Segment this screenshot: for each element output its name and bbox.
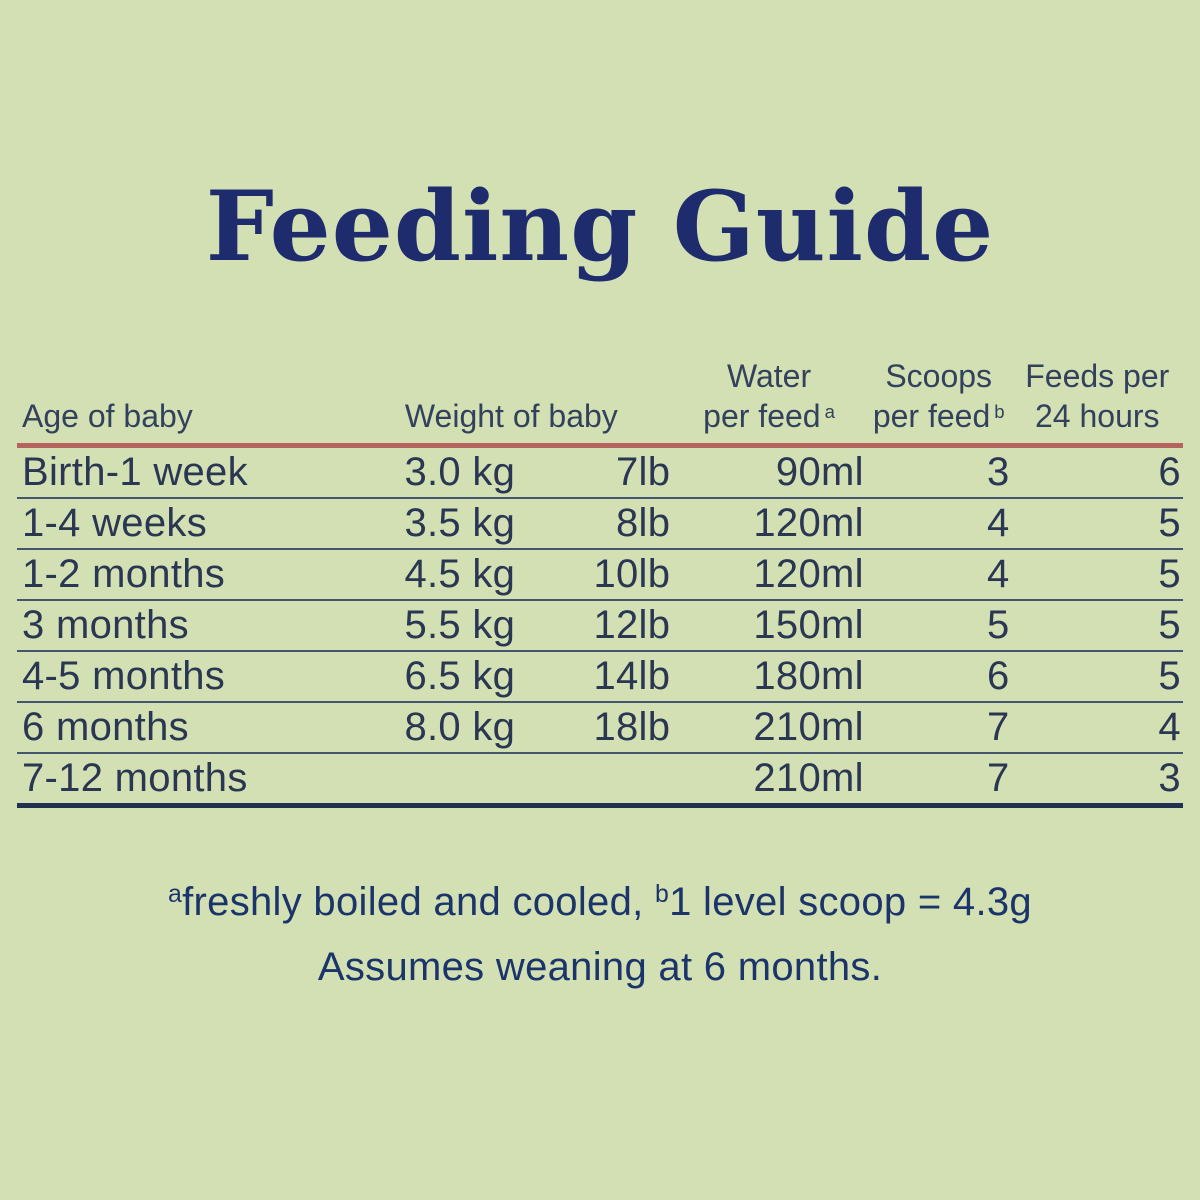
table-row: 3 months 5.5 kg 12lb 150ml 5 5: [17, 601, 1183, 653]
footnote-sup-b: b: [654, 881, 670, 909]
cell-feeds-per-24h: 5: [1158, 603, 1181, 648]
cell-age: 6 months: [22, 705, 189, 750]
cell-weight-lb: 10lb: [593, 552, 671, 597]
cell-water-per-feed: 180ml: [753, 654, 864, 699]
col-header-scoops-per-feed: Scoops per feed b: [866, 356, 1012, 436]
cell-weight-kg: 3.5 kg: [404, 501, 516, 546]
footnote-marker-a: a: [824, 401, 835, 423]
feeding-table: Age of baby Weight of baby Water per feed…: [17, 334, 1183, 809]
cell-scoops-per-feed: 7: [987, 705, 1010, 750]
cell-water-per-feed: 210ml: [753, 705, 864, 750]
cell-age: Birth-1 week: [22, 450, 248, 495]
col-header-water-line2: per feed: [703, 398, 821, 435]
col-header-feeds-line2: 24 hours: [1034, 398, 1160, 435]
cell-scoops-per-feed: 3: [987, 450, 1010, 495]
cell-weight-kg: 4.5 kg: [404, 552, 516, 597]
footnote-line-1: afreshly boiled and cooled, b1 level sco…: [0, 880, 1200, 925]
col-header-water-per-feed: Water per feed a: [672, 356, 866, 436]
cell-age: 4-5 months: [22, 654, 226, 699]
cell-water-per-feed: 120ml: [753, 501, 864, 546]
cell-scoops-per-feed: 5: [987, 603, 1010, 648]
cell-weight-lb: 12lb: [593, 603, 671, 648]
cell-water-per-feed: 120ml: [753, 552, 864, 597]
cell-weight-lb: 18lb: [593, 705, 671, 750]
cell-feeds-per-24h: 5: [1158, 552, 1181, 597]
cell-age: 7-12 months: [22, 756, 248, 801]
col-header-scoops-line2: per feed: [872, 398, 991, 435]
col-header-feeds-per-24h: Feeds per 24 hours: [1012, 356, 1183, 436]
footnote-a-text: freshly boiled and cooled,: [182, 880, 655, 925]
cell-feeds-per-24h: 6: [1158, 450, 1181, 495]
cell-water-per-feed: 210ml: [753, 756, 864, 801]
cell-scoops-per-feed: 4: [987, 552, 1010, 597]
cell-weight-kg: 8.0 kg: [404, 705, 516, 750]
cell-weight-lb: 14lb: [593, 654, 671, 699]
col-header-scoops-line1: Scoops: [885, 358, 993, 395]
footnote-b-text: 1 level scoop = 4.3g: [669, 880, 1032, 925]
cell-weight-lb: 8lb: [615, 501, 671, 546]
cell-feeds-per-24h: 4: [1158, 705, 1181, 750]
cell-weight-kg: 3.0 kg: [404, 450, 516, 495]
col-header-water-line1: Water: [726, 358, 812, 395]
table-row: 1-2 months 4.5 kg 10lb 120ml 4 5: [17, 550, 1183, 602]
table-row: Birth-1 week 3.0 kg 7lb 90ml 3 6: [17, 448, 1183, 500]
cell-feeds-per-24h: 5: [1158, 501, 1181, 546]
footnote-sup-a: a: [168, 881, 183, 909]
cell-water-per-feed: 90ml: [775, 450, 864, 495]
page-title: Feeding Guide: [205, 170, 995, 283]
cell-age: 1-4 weeks: [22, 501, 208, 546]
table-row: 4-5 months 6.5 kg 14lb 180ml 6 5: [17, 652, 1183, 704]
cell-feeds-per-24h: 3: [1158, 756, 1181, 801]
col-header-feeds-line1: Feeds per: [1025, 358, 1170, 395]
cell-weight-kg: 5.5 kg: [404, 603, 516, 648]
footnote-line-2: Assumes weaning at 6 months.: [317, 945, 883, 990]
table-row: 6 months 8.0 kg 18lb 210ml 7 4: [17, 703, 1183, 755]
cell-scoops-per-feed: 4: [987, 501, 1010, 546]
cell-water-per-feed: 150ml: [753, 603, 864, 648]
footnotes: afreshly boiled and cooled, b1 level sco…: [0, 880, 1200, 990]
cell-weight-kg: 6.5 kg: [404, 654, 516, 699]
table-header-row: Age of baby Weight of baby Water per feed…: [17, 334, 1183, 449]
cell-scoops-per-feed: 7: [987, 756, 1010, 801]
footnote-marker-b: b: [994, 401, 1005, 423]
col-header-age: Age of baby: [22, 398, 193, 435]
cell-age: 3 months: [22, 603, 189, 648]
table-row: 1-4 weeks 3.5 kg 8lb 120ml 4 5: [17, 499, 1183, 551]
col-header-weight: Weight of baby: [404, 398, 618, 435]
table-row: 7-12 months 210ml 7 3: [17, 754, 1183, 809]
cell-scoops-per-feed: 6: [987, 654, 1010, 699]
cell-age: 1-2 months: [22, 552, 226, 597]
cell-feeds-per-24h: 5: [1158, 654, 1181, 699]
cell-weight-lb: 7lb: [615, 450, 671, 495]
